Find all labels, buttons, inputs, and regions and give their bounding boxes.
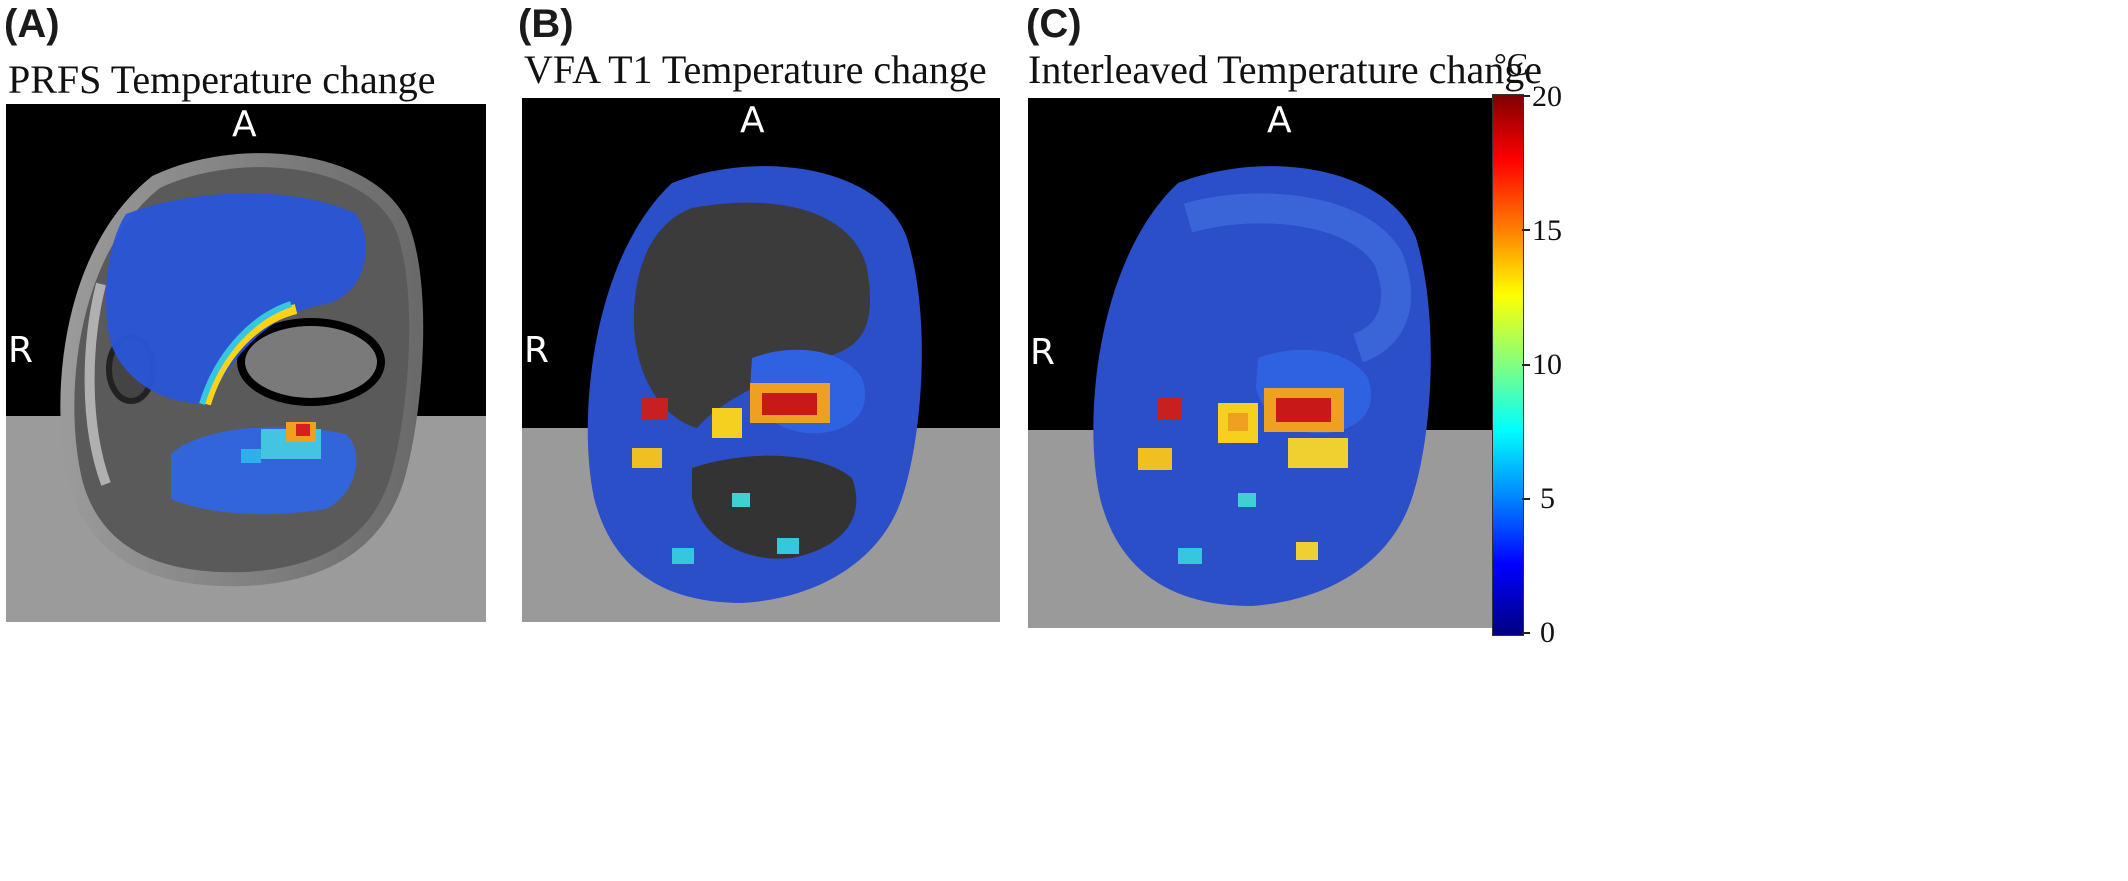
colorbar-tickmark — [1522, 632, 1530, 634]
colorbar-tickmark — [1522, 95, 1530, 97]
panel-b-title: VFA T1 Temperature change — [524, 47, 987, 92]
colorbar-tick-label: 5 — [1540, 482, 1555, 515]
colorbar-tickmark — [1522, 498, 1530, 500]
colorbar-tick-label: 10 — [1532, 348, 1562, 381]
panel-b-mri-image — [522, 98, 1000, 622]
panel-c-right-label: R — [1030, 332, 1056, 373]
panel-c-letter: (C) — [1026, 2, 1082, 46]
colorbar-tick-label: 20 — [1532, 80, 1562, 113]
panel-a-letter: (A) — [4, 2, 60, 46]
colorbar-tickmark — [1522, 364, 1530, 366]
panel-c-mri-image — [1028, 98, 1508, 628]
colorbar-unit: °C — [1494, 46, 1529, 82]
panel-b-anterior-label: A — [740, 100, 765, 141]
panel-b-letter: (B) — [518, 2, 574, 46]
colorbar-tick-label: 15 — [1532, 214, 1562, 247]
panel-c-title: Interleaved Temperature change — [1028, 47, 1542, 92]
panel-a-right-label: R — [8, 330, 34, 371]
panel-a-anterior-label: A — [232, 104, 257, 145]
panel-b-right-label: R — [524, 330, 550, 371]
colorbar-tick-label: 0 — [1540, 616, 1555, 649]
panel-a-mri-image — [6, 104, 486, 622]
panel-a-title: PRFS Temperature change — [8, 57, 436, 102]
colorbar-tickmark — [1522, 229, 1530, 231]
panel-c-anterior-label: A — [1267, 100, 1292, 141]
colorbar-gradient — [1492, 94, 1524, 636]
